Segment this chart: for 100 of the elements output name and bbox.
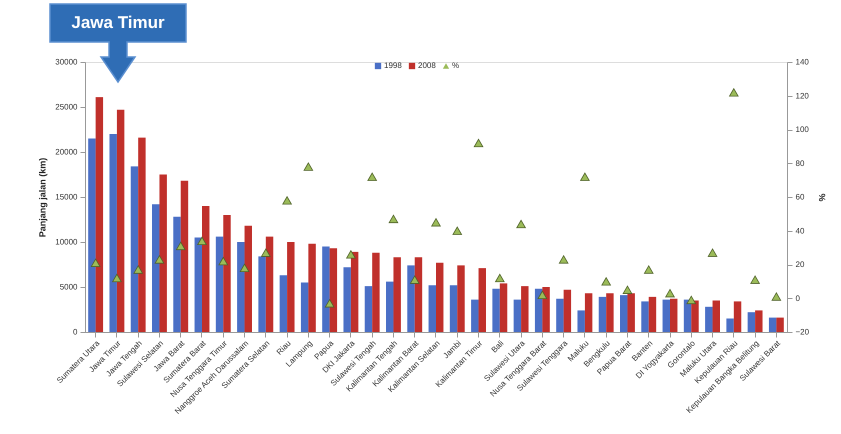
bar [258, 256, 266, 332]
point [410, 276, 420, 284]
bar [620, 295, 628, 332]
point [452, 226, 462, 235]
y2-tick-label: −20 [796, 328, 810, 336]
bar [322, 246, 330, 332]
point [686, 296, 696, 304]
bar [280, 275, 288, 332]
bar [244, 226, 252, 332]
bar [308, 244, 316, 332]
y-tick-label: 0 [73, 328, 78, 336]
bar [88, 138, 96, 332]
bar [712, 300, 720, 332]
y2-axis-title: % [817, 193, 828, 202]
bar [684, 300, 692, 332]
bar [705, 306, 713, 332]
point [324, 299, 334, 308]
bar [138, 138, 146, 332]
bar [350, 252, 358, 332]
bar [364, 286, 372, 332]
y-tick-label: 10000 [55, 238, 78, 246]
y2-tick-label: 0 [796, 294, 800, 303]
y-axis-title: Panjang jalan (km) [37, 158, 48, 238]
x-tick-label: Bali [490, 338, 506, 355]
point [346, 250, 356, 259]
bar [627, 293, 635, 332]
bar [584, 293, 592, 332]
bar [393, 257, 401, 332]
point [431, 218, 441, 226]
point [154, 255, 164, 264]
bar [662, 300, 670, 332]
bar [152, 204, 160, 332]
y-tick-label: 30000 [55, 58, 78, 66]
point [601, 277, 611, 286]
point [367, 172, 377, 181]
bar [180, 180, 188, 332]
bar [300, 282, 308, 332]
bar [109, 134, 117, 332]
bar [534, 288, 542, 332]
bar [755, 310, 763, 332]
point [644, 265, 654, 274]
bar [130, 166, 138, 332]
point [665, 289, 675, 298]
bar [159, 174, 167, 332]
bar [287, 242, 295, 332]
y2-tick-label: 120 [796, 91, 810, 100]
y-tick-label: 25000 [55, 102, 78, 112]
bar [556, 298, 564, 332]
bar [776, 318, 784, 332]
bar [542, 287, 550, 332]
bar [521, 286, 529, 332]
y-tick-label: 5000 [60, 282, 78, 292]
point [729, 88, 739, 97]
point [218, 256, 228, 266]
point [622, 286, 632, 294]
bar [428, 285, 436, 332]
bar [606, 293, 614, 332]
bar [330, 248, 338, 332]
bar [266, 236, 274, 332]
bar [407, 265, 415, 332]
bar [726, 318, 734, 332]
bar [194, 238, 202, 332]
bar [450, 285, 458, 332]
y-tick-label: 15000 [55, 192, 78, 202]
bar [116, 110, 124, 332]
point [558, 255, 568, 264]
bar [564, 290, 572, 332]
point [112, 274, 122, 282]
point [133, 265, 143, 274]
point [282, 196, 292, 205]
y2-tick-label: 100 [796, 125, 810, 134]
y2-tick-label: 80 [796, 158, 805, 168]
bar [492, 288, 500, 332]
point [516, 220, 526, 228]
bar [478, 268, 486, 332]
bar [372, 252, 380, 332]
bar [734, 301, 742, 332]
bar [223, 215, 231, 332]
legend-label: 2008 [418, 61, 436, 70]
point [708, 248, 718, 257]
bar [457, 265, 465, 332]
bar [202, 206, 210, 332]
y2-tick-label: 60 [796, 192, 805, 202]
y2-tick-label: 40 [796, 226, 805, 236]
bar [386, 282, 394, 332]
bar [216, 236, 224, 332]
point [495, 274, 505, 282]
point [538, 290, 548, 300]
bar [598, 296, 606, 332]
legend-label: 1998 [384, 61, 402, 70]
point [580, 172, 590, 181]
bar [471, 300, 479, 332]
bar [514, 300, 522, 332]
point [176, 242, 186, 250]
point [388, 214, 398, 224]
point [261, 248, 271, 257]
point [772, 292, 782, 301]
bar [648, 296, 656, 332]
bar [641, 301, 649, 332]
bar [748, 312, 756, 332]
